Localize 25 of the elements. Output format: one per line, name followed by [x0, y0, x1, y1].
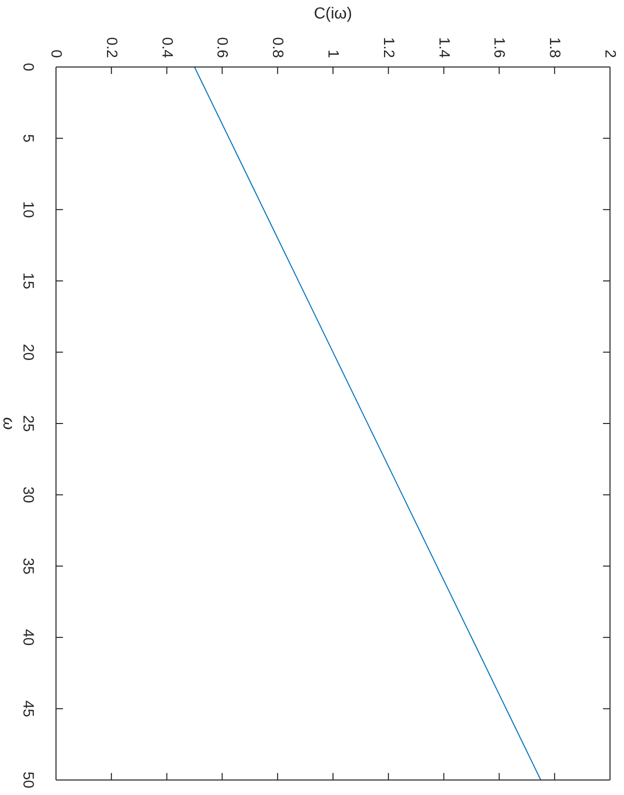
x-tick-label: 1.4 — [435, 37, 452, 58]
y-tick-label: 40 — [20, 629, 36, 646]
line-series — [194, 67, 542, 780]
y-tick-label: 5 — [20, 134, 36, 142]
y-tick-label: 50 — [20, 772, 36, 788]
x-tick-label: 0.4 — [158, 37, 176, 58]
y-tick-label: 15 — [20, 272, 36, 290]
y-tick-label: 35 — [20, 558, 36, 574]
x-tick-label: 0.2 — [102, 37, 120, 58]
x-tick-label: 0 — [48, 50, 64, 58]
y-tick-label: 25 — [20, 415, 36, 432]
x-tick-label: 1 — [324, 50, 342, 58]
x-tick-label: 0.6 — [214, 37, 231, 58]
y-tick-label: 30 — [20, 486, 36, 504]
x-tick-label: 1.8 — [546, 37, 564, 58]
y-tick-label: 20 — [20, 344, 36, 361]
y-tick-label: 10 — [20, 201, 36, 218]
y-axis-title: ω — [0, 417, 16, 430]
y-tick-label: 45 — [20, 700, 36, 718]
x-tick-label: 1.6 — [490, 37, 508, 58]
x-axis-title: C(iω) — [314, 6, 352, 22]
x-tick-label: 1.2 — [380, 37, 397, 58]
y-tick-label: 0 — [20, 62, 36, 72]
x-tick-label: 0.8 — [269, 37, 286, 58]
x-tick-label: 2 — [602, 50, 618, 58]
